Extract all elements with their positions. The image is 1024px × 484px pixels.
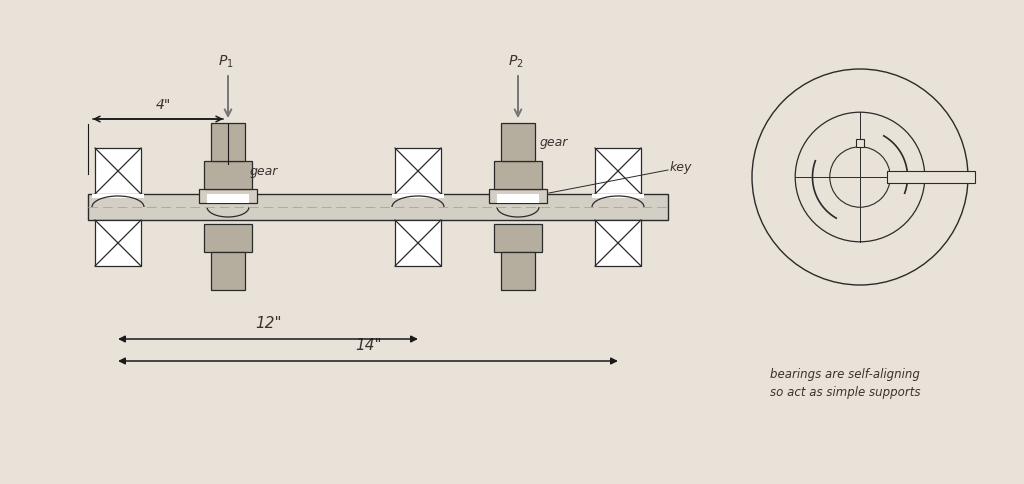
- Bar: [92, 195, 144, 198]
- Text: gear: gear: [540, 136, 568, 149]
- Bar: [92, 195, 144, 203]
- Text: so act as simple supports: so act as simple supports: [770, 386, 921, 399]
- Bar: [211, 253, 245, 290]
- Bar: [88, 195, 668, 221]
- Text: $T$: $T$: [776, 171, 787, 184]
- Circle shape: [752, 70, 968, 286]
- Bar: [494, 225, 542, 253]
- Bar: [489, 190, 547, 204]
- Bar: [211, 124, 245, 162]
- Text: $d$: $d$: [890, 121, 901, 136]
- Text: bearings are self-aligning: bearings are self-aligning: [770, 368, 920, 381]
- Text: $P_2$: $P_2$: [508, 54, 524, 70]
- Bar: [392, 195, 444, 203]
- Bar: [95, 149, 141, 195]
- Bar: [592, 195, 644, 203]
- Text: 4": 4": [156, 98, 171, 112]
- Text: key: key: [670, 161, 692, 174]
- Bar: [501, 124, 535, 162]
- Bar: [95, 221, 141, 267]
- Bar: [395, 149, 441, 195]
- Bar: [204, 225, 252, 253]
- Bar: [204, 162, 252, 190]
- Text: $P_1$: $P_1$: [218, 54, 233, 70]
- Bar: [595, 221, 641, 267]
- Bar: [887, 172, 975, 183]
- Bar: [199, 190, 257, 204]
- Bar: [207, 195, 249, 204]
- Bar: [497, 195, 539, 204]
- Bar: [856, 139, 864, 148]
- Bar: [595, 149, 641, 195]
- Bar: [392, 195, 444, 198]
- Bar: [592, 195, 644, 198]
- Bar: [494, 162, 542, 190]
- Bar: [395, 221, 441, 267]
- Bar: [501, 253, 535, 290]
- Text: 14": 14": [354, 337, 381, 352]
- Text: 12": 12": [255, 316, 282, 330]
- Text: gear: gear: [250, 165, 279, 178]
